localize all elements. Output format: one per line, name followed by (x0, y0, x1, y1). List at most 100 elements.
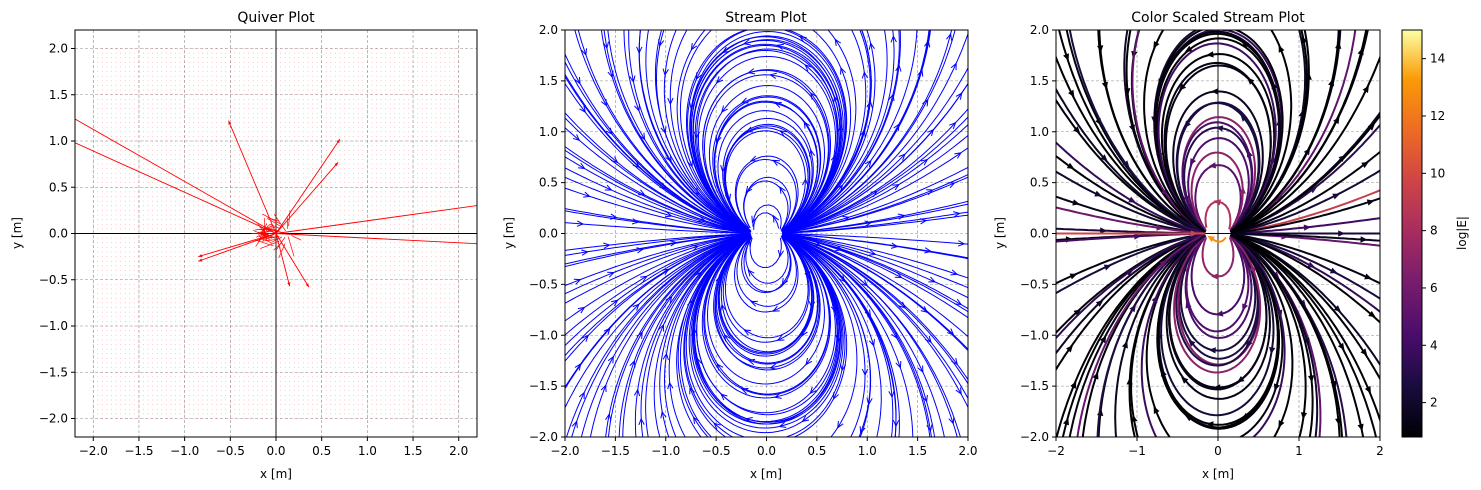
quiver-field-mark (239, 339, 240, 341)
quiver-field-mark (202, 339, 204, 341)
quiver-field-mark (92, 122, 94, 123)
quiver-field-mark (102, 214, 103, 216)
quiver-field-mark (216, 163, 217, 165)
quiver-field-mark (124, 265, 126, 267)
quiver-field-mark (357, 145, 359, 146)
quiver-field-mark (362, 89, 364, 91)
quiver-field-mark (143, 99, 144, 100)
quiver-field-mark (362, 353, 364, 355)
quiver-field-mark (207, 66, 208, 68)
quiver-field-mark (362, 214, 364, 216)
quiver-field-mark (120, 353, 122, 355)
quiver-field-mark (152, 334, 154, 336)
quiver-field-mark (97, 330, 99, 331)
quiver-field-mark (97, 168, 99, 170)
quiver-field-mark (170, 131, 172, 133)
quiver-field-mark (197, 136, 199, 137)
quiver-field-mark (225, 307, 227, 308)
quiver-field-mark (124, 288, 126, 290)
quiver-field-mark (357, 321, 359, 322)
quiver-field-mark (102, 408, 103, 410)
quiver-field-mark (289, 85, 291, 86)
quiver-field-mark (115, 103, 117, 105)
quiver-field-mark (102, 381, 103, 382)
quiver-field-mark (220, 256, 222, 257)
quiver-field-mark (102, 367, 103, 368)
quiver-field-mark (293, 399, 295, 401)
quiver-field-mark (143, 219, 144, 220)
quiver-field-mark (357, 52, 359, 54)
quiver-field-mark (357, 71, 359, 72)
quiver-field-mark (143, 256, 144, 257)
quiver-field-mark (97, 316, 99, 318)
quiver-field-mark (303, 270, 304, 271)
quiver-field-mark (239, 334, 240, 336)
quiver-field-mark (92, 52, 94, 54)
quiver-field-mark (229, 66, 231, 68)
quiver-field-mark (303, 348, 304, 350)
quiver-field-mark (243, 131, 245, 133)
quiver-field-mark (234, 371, 236, 373)
quiver-field-mark (225, 71, 227, 72)
quiver-field-mark (152, 418, 154, 419)
quiver-field-mark (193, 112, 195, 114)
quiver-field-mark (120, 52, 122, 54)
quiver-field-mark (252, 371, 254, 373)
quiver-field-mark (325, 279, 327, 281)
quiver-field-mark (229, 210, 231, 211)
quiver-field-mark (143, 112, 144, 114)
quiver-field-mark (344, 371, 345, 373)
quiver-field-mark (367, 57, 368, 59)
quiver-field-mark (170, 52, 172, 54)
quiver-field-mark (147, 316, 149, 318)
quiver-field-mark (371, 344, 373, 345)
quiver-field-mark (216, 367, 217, 368)
quiver-field-mark (216, 168, 217, 170)
quiver-field-mark (357, 367, 359, 368)
quiver-field-mark (143, 223, 144, 225)
quiver-field-mark (106, 307, 108, 308)
quiver-field-mark (184, 339, 185, 341)
quiver-field-mark (239, 247, 240, 248)
quiver-field-mark (216, 418, 217, 419)
quiver-field-mark (307, 265, 309, 267)
quiver-field-mark (193, 163, 195, 165)
quiver-field-mark (284, 186, 286, 188)
quiver-field-mark (188, 395, 190, 396)
quiver-field-mark (170, 71, 172, 72)
quiver-field-mark (357, 288, 359, 290)
quiver-field-mark (252, 48, 254, 49)
quiver-field-mark (211, 293, 213, 294)
quiver-field-mark (179, 52, 181, 54)
quiver-field-mark (202, 385, 204, 387)
quiver-field-mark (124, 413, 126, 415)
quiver-field-mark (207, 242, 208, 244)
quiver-field-mark (357, 395, 359, 396)
quiver-field-mark (188, 247, 190, 248)
quiver-field-mark (161, 316, 163, 318)
quiver-field-mark (316, 284, 318, 285)
quiver-field-mark (202, 307, 204, 308)
quiver-field-mark (202, 112, 204, 114)
quiver-field-mark (211, 418, 213, 419)
quiver-field-mark (92, 362, 94, 364)
quiver-field-mark (220, 196, 222, 197)
quiver-field-mark (92, 145, 94, 146)
quiver-field-mark (367, 71, 368, 72)
quiver-field-mark (143, 247, 144, 248)
quiver-field-mark (207, 173, 208, 174)
quiver-field-mark (357, 399, 359, 401)
quiver-field-mark (266, 367, 268, 368)
quiver-field-mark (289, 274, 291, 276)
quiver-field-mark (211, 270, 213, 271)
quiver-field-mark (330, 66, 332, 68)
quiver-field-mark (179, 62, 181, 63)
quiver-field-mark (312, 339, 313, 341)
quiver-field-mark (348, 52, 350, 54)
quiver-field-mark (348, 367, 350, 368)
quiver-field-mark (321, 136, 323, 137)
quiver-field-mark (362, 219, 364, 220)
quiver-field-mark (339, 191, 341, 193)
quiver-field-mark (179, 307, 181, 308)
quiver-field-mark (143, 210, 144, 211)
